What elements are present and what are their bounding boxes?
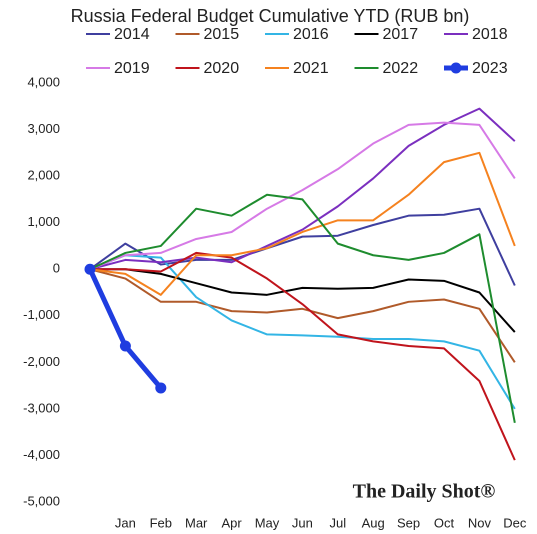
legend-label: 2020 [204,60,240,77]
series-line [89,107,516,271]
y-tick-label: 1,000 [27,214,60,229]
y-tick-label: -2,000 [23,354,60,369]
x-tick-label: Oct [434,515,455,530]
y-tick-label: -1,000 [23,307,60,322]
y-tick-label: 3,000 [27,121,60,136]
legend-label: 2022 [383,60,419,77]
x-tick-label: Dec [503,515,527,530]
y-tick-label: -4,000 [23,447,60,462]
legend-label: 2018 [472,26,508,43]
legend-marker [450,62,462,74]
chart-title: Russia Federal Budget Cumulative YTD (RU… [71,6,470,26]
legend-label: 2014 [114,26,150,43]
series-line [89,121,516,271]
point-marker [84,263,96,275]
legend-label: 2023 [472,60,508,77]
y-tick-label: -3,000 [23,400,60,415]
x-tick-label: Sep [397,515,420,530]
legend-label: 2015 [204,26,240,43]
x-tick-label: Nov [468,515,492,530]
y-tick-label: 2,000 [27,168,60,183]
x-tick-label: Mar [185,515,208,530]
legend-label: 2016 [293,26,329,43]
x-tick-label: Feb [150,515,172,530]
series-line [90,251,516,461]
watermark: The Daily Shot® [353,481,496,503]
legend-label: 2021 [293,60,329,77]
series-line [89,254,516,410]
x-tick-label: Aug [362,515,385,530]
y-tick-label: 4,000 [27,74,60,89]
y-tick-label: 0 [53,261,60,276]
series-line [90,268,516,333]
series-line [89,193,516,424]
series-line [89,207,516,286]
x-tick-label: Jul [329,515,346,530]
series-line [89,268,516,363]
legend-label: 2019 [114,60,150,77]
x-tick-label: Apr [221,515,242,530]
y-tick-label: -5,000 [23,493,60,508]
point-marker [155,382,167,394]
point-marker [119,340,131,352]
x-tick-label: May [255,515,280,530]
legend-label: 2017 [383,26,419,43]
x-tick-label: Jun [292,515,313,530]
x-tick-label: Jan [115,515,136,530]
series-line [89,151,516,296]
